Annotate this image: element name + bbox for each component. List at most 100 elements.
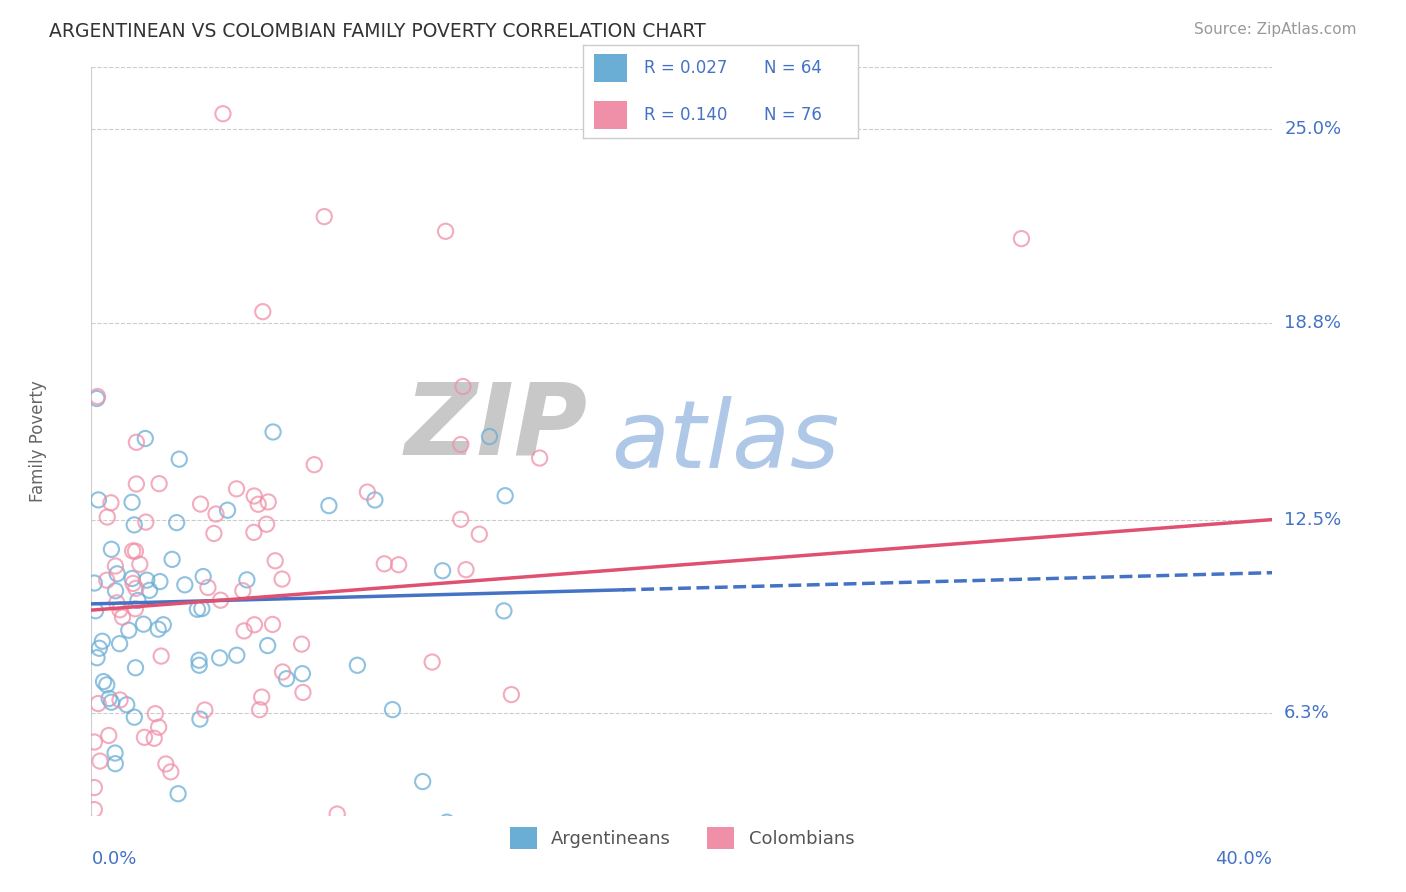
Point <box>155 756 177 771</box>
Point <box>304 458 326 472</box>
Point <box>167 452 190 467</box>
Point <box>83 780 105 795</box>
Point <box>104 583 127 598</box>
Point <box>264 554 287 568</box>
Point <box>252 304 274 318</box>
Text: ZIP: ZIP <box>405 378 588 475</box>
Text: N = 64: N = 64 <box>765 59 823 77</box>
Point <box>107 856 129 871</box>
Point <box>134 731 156 745</box>
Point <box>188 712 211 726</box>
Point <box>217 503 239 517</box>
Text: 0.0%: 0.0% <box>91 850 136 868</box>
Point <box>89 641 111 656</box>
Bar <box>595 101 627 129</box>
Point <box>202 526 225 541</box>
Point <box>188 658 211 673</box>
Point <box>135 573 157 587</box>
Point <box>138 583 160 598</box>
Point <box>186 602 208 616</box>
Point <box>134 432 156 446</box>
Point <box>108 637 131 651</box>
Text: 40.0%: 40.0% <box>1216 850 1272 868</box>
Point <box>124 601 146 615</box>
Point <box>243 525 266 540</box>
Point <box>122 576 145 591</box>
Text: R = 0.140: R = 0.140 <box>644 106 727 124</box>
Point <box>291 666 314 681</box>
Point <box>501 688 523 702</box>
Text: Source: ZipAtlas.com: Source: ZipAtlas.com <box>1194 22 1357 37</box>
Legend: Argentineans, Colombians: Argentineans, Colombians <box>502 820 862 855</box>
Point <box>98 691 121 706</box>
Point <box>87 697 110 711</box>
Point <box>118 624 141 638</box>
Point <box>167 787 190 801</box>
Point <box>86 392 108 406</box>
Point <box>291 637 314 651</box>
Text: atlas: atlas <box>612 396 839 487</box>
Point <box>250 690 273 704</box>
Point <box>283 841 305 855</box>
Point <box>420 655 443 669</box>
Point <box>150 649 173 664</box>
Point <box>450 437 472 451</box>
Point <box>148 476 170 491</box>
Point <box>346 658 368 673</box>
Point <box>194 703 217 717</box>
Point <box>373 557 395 571</box>
Point <box>191 601 214 615</box>
Point <box>208 651 231 665</box>
Point <box>83 803 105 817</box>
Point <box>450 512 472 526</box>
Point <box>121 495 143 509</box>
Point <box>104 756 127 771</box>
Point <box>148 720 170 734</box>
Point <box>96 573 118 587</box>
Point <box>432 564 454 578</box>
Point <box>94 847 117 862</box>
Point <box>276 672 298 686</box>
Text: N = 76: N = 76 <box>765 106 823 124</box>
Point <box>318 499 340 513</box>
Point <box>212 107 235 121</box>
Point <box>412 774 434 789</box>
Point <box>124 661 146 675</box>
Point <box>121 544 143 558</box>
Point <box>159 764 181 779</box>
Point <box>454 563 477 577</box>
Point <box>96 510 118 524</box>
Point <box>111 610 134 624</box>
Point <box>93 674 115 689</box>
Point <box>173 578 195 592</box>
Point <box>108 693 131 707</box>
Point <box>434 224 457 238</box>
Point <box>388 558 411 572</box>
Point <box>89 754 111 768</box>
Point <box>436 815 458 830</box>
Point <box>256 639 278 653</box>
Point <box>191 569 214 583</box>
Point <box>451 379 474 393</box>
Point <box>121 571 143 585</box>
Point <box>135 515 157 529</box>
Point <box>124 544 146 558</box>
Point <box>122 517 145 532</box>
Point <box>100 542 122 557</box>
Point <box>364 493 387 508</box>
Point <box>247 497 270 511</box>
Text: 25.0%: 25.0% <box>1284 120 1341 138</box>
Point <box>236 573 259 587</box>
Point <box>115 698 138 712</box>
Point <box>188 653 211 667</box>
Point <box>209 593 232 607</box>
Text: 6.3%: 6.3% <box>1284 704 1330 723</box>
Point <box>225 648 247 663</box>
Point <box>143 731 166 746</box>
Point <box>128 558 150 572</box>
Point <box>243 489 266 503</box>
Point <box>166 516 188 530</box>
Point <box>97 728 120 742</box>
Point <box>478 429 501 443</box>
Point <box>87 492 110 507</box>
